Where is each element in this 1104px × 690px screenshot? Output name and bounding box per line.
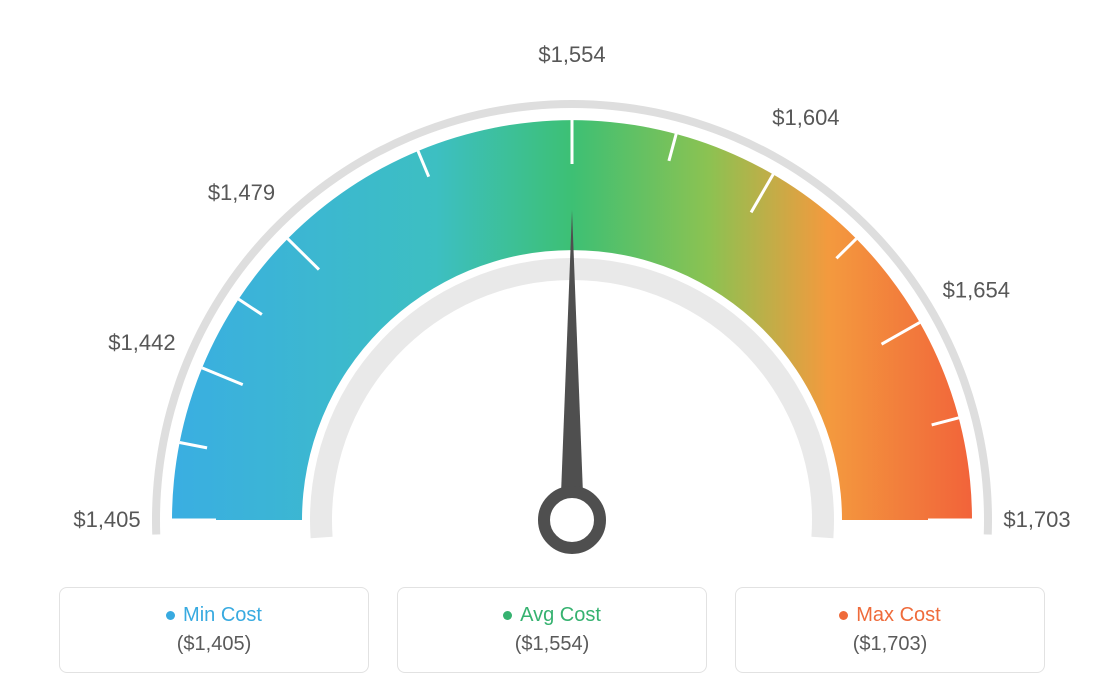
svg-text:$1,442: $1,442 xyxy=(108,330,175,355)
cost-gauge-widget: $1,405 $1,442 $1,479 $1,554 $1,604 $1,654 $1,7… xyxy=(0,0,1104,690)
legend-max-label: Max Cost xyxy=(856,604,940,627)
legend-avg-card: Avg Cost ($1,554) xyxy=(397,587,707,673)
legend-max-value: ($1,703) xyxy=(853,633,928,656)
legend-avg-title: Avg Cost xyxy=(503,604,601,627)
legend-max-dot xyxy=(839,611,848,620)
legend-min-dot xyxy=(166,611,175,620)
legend-row: Min Cost ($1,405) Avg Cost ($1,554) Max … xyxy=(20,587,1084,673)
svg-text:$1,479: $1,479 xyxy=(208,180,275,205)
svg-text:$1,654: $1,654 xyxy=(943,277,1010,302)
legend-min-label: Min Cost xyxy=(183,604,262,627)
legend-min-card: Min Cost ($1,405) xyxy=(59,587,369,673)
legend-avg-label: Avg Cost xyxy=(520,604,601,627)
svg-text:$1,703: $1,703 xyxy=(1003,507,1070,532)
legend-min-value: ($1,405) xyxy=(177,633,252,656)
svg-text:$1,554: $1,554 xyxy=(538,42,605,67)
legend-avg-value: ($1,554) xyxy=(515,633,590,656)
svg-text:$1,604: $1,604 xyxy=(772,105,839,130)
legend-min-title: Min Cost xyxy=(166,604,262,627)
gauge-svg: $1,405 $1,442 $1,479 $1,554 $1,604 $1,654 $1,7… xyxy=(20,20,1104,575)
legend-max-title: Max Cost xyxy=(839,604,940,627)
gauge-chart: $1,405 $1,442 $1,479 $1,554 $1,604 $1,654 $1,7… xyxy=(20,20,1084,575)
legend-avg-dot xyxy=(503,611,512,620)
svg-text:$1,405: $1,405 xyxy=(73,507,140,532)
legend-max-card: Max Cost ($1,703) xyxy=(735,587,1045,673)
